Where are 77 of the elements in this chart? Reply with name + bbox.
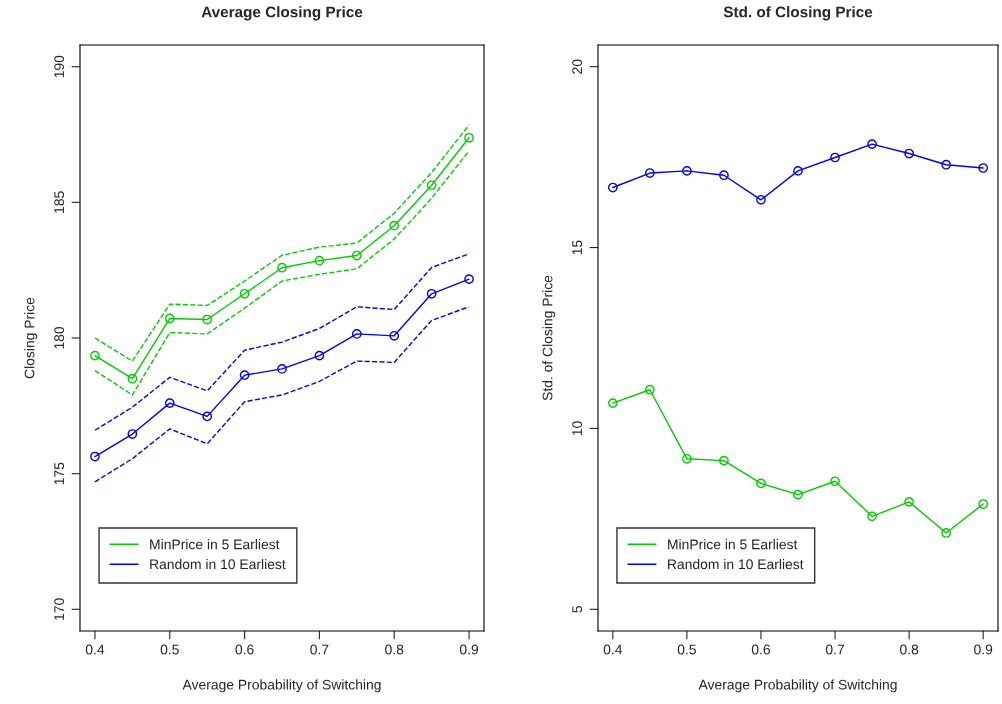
point	[719, 170, 729, 181]
point	[239, 288, 250, 299]
point	[389, 220, 400, 231]
point	[719, 455, 729, 466]
point	[164, 398, 175, 408]
y-axis-title: Closing Price	[24, 297, 38, 379]
y-tick-label: 185	[54, 191, 65, 213]
x-tick-label: 0.6	[235, 644, 254, 655]
point	[830, 476, 840, 487]
x-tick-label: 0.9	[459, 644, 479, 655]
x-tick-label: 0.5	[160, 644, 179, 655]
chart-title: Average Closing Price	[201, 6, 363, 21]
line-series	[94, 306, 470, 483]
point	[314, 255, 325, 266]
y-tick-label: 170	[54, 598, 65, 620]
point	[351, 250, 362, 261]
x-tick-label: 0.7	[310, 644, 329, 655]
y-tick-label: 10	[572, 421, 583, 436]
point	[607, 398, 618, 408]
point	[978, 499, 989, 509]
point	[127, 429, 138, 439]
point	[867, 139, 877, 149]
point	[904, 497, 914, 507]
point	[793, 166, 803, 176]
point	[644, 384, 655, 395]
y-tick-label: 15	[572, 240, 583, 255]
point	[793, 489, 803, 500]
y-tick-label: 175	[54, 462, 65, 485]
point	[682, 453, 692, 464]
point	[314, 350, 325, 361]
x-tick-label: 0.9	[974, 644, 993, 655]
chart-title: Std. of Closing Price	[723, 6, 873, 21]
point	[464, 132, 474, 143]
point	[202, 314, 213, 325]
x-tick-label: 0.7	[825, 644, 844, 655]
point	[202, 411, 213, 422]
point	[941, 159, 952, 170]
x-axis-title: Average Probability of Switching	[698, 679, 897, 693]
point	[756, 478, 766, 489]
point	[607, 182, 618, 193]
x-axis-title: Average Probability of Switching	[182, 679, 381, 693]
y-tick-label: 190	[54, 55, 65, 78]
x-tick-label: 0.5	[677, 644, 696, 655]
point	[830, 152, 840, 163]
point	[426, 180, 437, 191]
legend-label: MinPrice in 5 Earliest	[150, 539, 280, 550]
point	[127, 373, 138, 384]
legend-label: Random in 10 Earliest	[668, 558, 804, 570]
point	[277, 262, 287, 273]
x-tick-label: 0.8	[900, 644, 919, 655]
point	[644, 168, 655, 178]
legend-label: Random in 10 Earliest	[150, 558, 286, 570]
x-tick-label: 0.8	[385, 644, 404, 655]
point	[426, 288, 437, 299]
y-axis-title: Std. of Closing Price	[542, 275, 556, 401]
point	[941, 528, 952, 538]
legend-label: MinPrice in 5 Earliest	[668, 539, 798, 550]
point	[164, 313, 175, 324]
point	[277, 364, 287, 374]
point	[756, 194, 766, 205]
point	[90, 350, 100, 361]
y-tick-label: 5	[572, 606, 583, 613]
point	[904, 148, 914, 159]
point	[351, 329, 362, 339]
point	[978, 163, 989, 173]
y-tick-label: 20	[572, 59, 583, 74]
point	[867, 511, 877, 522]
x-tick-label: 0.6	[751, 644, 771, 655]
line-series	[94, 253, 470, 431]
point	[239, 370, 250, 381]
point	[90, 451, 100, 462]
y-tick-label: 180	[54, 326, 65, 349]
point	[389, 330, 400, 341]
point	[464, 274, 474, 284]
x-tick-label: 0.4	[85, 644, 105, 655]
point	[682, 166, 692, 176]
x-tick-label: 0.4	[603, 644, 623, 655]
